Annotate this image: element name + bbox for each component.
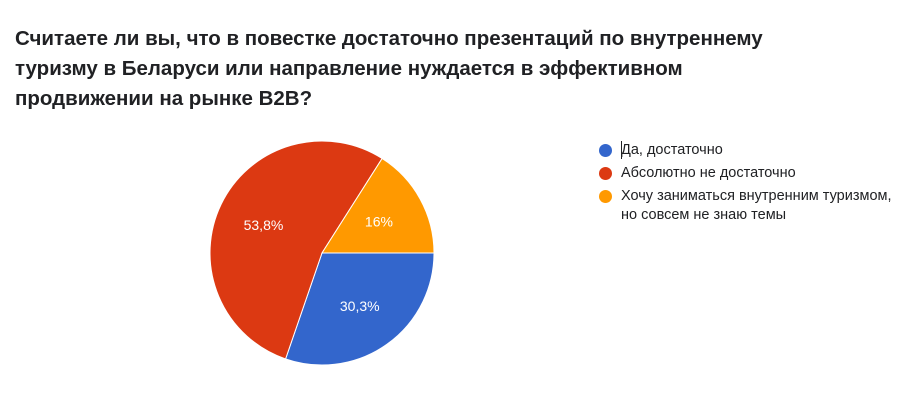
legend-item-want-to-learn[interactable]: Хочу заниматься внутренним туризмом, но … — [597, 187, 897, 225]
chart-title-line-2: туризму в Беларуси или направление нужда… — [15, 57, 683, 80]
legend-swatch-not-enough — [599, 167, 612, 180]
pie-label-not-enough: 53,8% — [244, 217, 284, 233]
legend-swatch-want-to-learn — [599, 190, 612, 203]
pie-slice-want-to-learn[interactable] — [321, 157, 435, 254]
legend-label-yes: Да, достаточно — [621, 142, 723, 158]
chart-title-line-1: Считаете ли вы, что в повестке достаточн… — [15, 27, 763, 50]
chart-title: Считаете ли вы, что в повестке достаточн… — [15, 24, 775, 114]
chart-title-line-3: продвижении на рынке B2B? — [15, 87, 313, 110]
pie-label-yes: 30,3% — [340, 298, 380, 314]
legend-label-want-to-learn: Хочу заниматься внутренним туризмом, но … — [621, 188, 892, 223]
text-cursor — [621, 141, 622, 159]
legend-item-not-enough[interactable]: Абсолютно не достаточно — [597, 164, 897, 183]
pie-slice-yes[interactable] — [284, 252, 435, 366]
legend-item-yes[interactable]: Да, достаточно — [597, 141, 897, 160]
legend-swatch-yes — [599, 144, 612, 157]
chart-legend: Да, достаточно Абсолютно не достаточно Х… — [597, 141, 897, 229]
pie-label-want-to-learn: 16% — [365, 214, 393, 230]
legend-label-not-enough: Абсолютно не достаточно — [621, 165, 796, 181]
pie-slice-not-enough[interactable] — [209, 140, 383, 360]
